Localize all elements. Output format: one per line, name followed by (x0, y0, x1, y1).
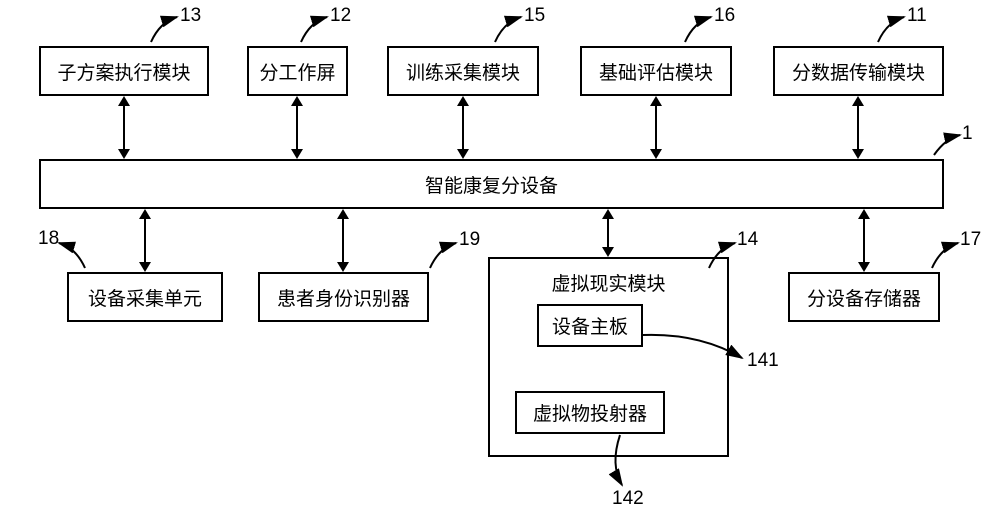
node-main-device: 智能康复分设备 (39, 159, 944, 209)
ref-label-15: 15 (524, 5, 545, 27)
node-label: 基础评估模块 (599, 58, 713, 85)
ref-label-19: 19 (459, 229, 480, 251)
ref-label-13: 13 (180, 5, 201, 27)
node-training-collect: 训练采集模块 (387, 46, 539, 96)
node-basic-eval: 基础评估模块 (580, 46, 732, 96)
ref-label-14: 14 (737, 229, 758, 251)
node-label: 设备采集单元 (88, 284, 202, 311)
node-device-collect: 设备采集单元 (67, 272, 223, 322)
node-label: 智能康复分设备 (425, 171, 558, 198)
node-label: 虚拟现实模块 (551, 274, 665, 295)
ref-label-17: 17 (960, 229, 981, 251)
node-label: 虚拟物投射器 (533, 399, 647, 426)
ref-label-1: 1 (962, 123, 973, 145)
ref-label-11: 11 (907, 5, 927, 27)
ref-label-12: 12 (330, 5, 351, 27)
ref-label-16: 16 (714, 5, 735, 27)
ref-label-18: 18 (38, 228, 59, 250)
node-device-board: 设备主板 (537, 304, 643, 347)
system-diagram: 子方案执行模块 分工作屏 训练采集模块 基础评估模块 分数据传输模块 智能康复分… (0, 0, 1000, 522)
node-label: 设备主板 (552, 312, 628, 339)
node-label: 分数据传输模块 (792, 58, 925, 85)
ref-label-142: 142 (612, 488, 644, 510)
node-sub-plan-exec: 子方案执行模块 (39, 46, 209, 96)
node-label: 训练采集模块 (406, 58, 520, 85)
vr-title: 虚拟现实模块 (500, 269, 717, 296)
node-virtual-projector: 虚拟物投射器 (515, 391, 665, 434)
node-sub-data-transfer: 分数据传输模块 (773, 46, 944, 96)
node-sub-work-screen: 分工作屏 (247, 46, 348, 96)
node-patient-id: 患者身份识别器 (258, 272, 429, 322)
node-label: 患者身份识别器 (277, 284, 410, 311)
node-label: 分设备存储器 (807, 284, 921, 311)
ref-label-141: 141 (747, 350, 779, 372)
node-label: 子方案执行模块 (57, 58, 190, 85)
node-sub-storage: 分设备存储器 (788, 272, 940, 322)
node-label: 分工作屏 (259, 58, 335, 85)
node-vr-module: 虚拟现实模块 设备主板 虚拟物投射器 (488, 257, 729, 457)
